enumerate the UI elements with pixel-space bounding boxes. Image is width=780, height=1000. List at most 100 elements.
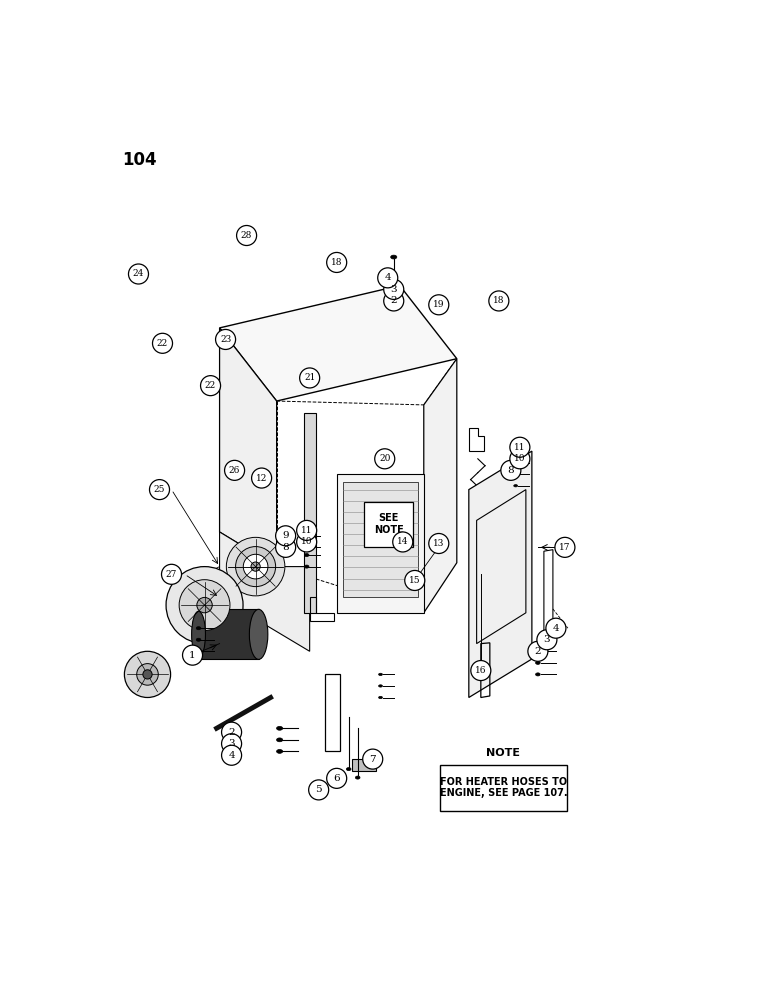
Text: 3: 3 <box>391 285 397 294</box>
Ellipse shape <box>536 661 541 664</box>
Circle shape <box>555 537 575 557</box>
Ellipse shape <box>356 776 360 779</box>
FancyBboxPatch shape <box>364 502 413 547</box>
Circle shape <box>384 291 404 311</box>
Text: 10: 10 <box>301 537 313 546</box>
Polygon shape <box>337 474 424 613</box>
Ellipse shape <box>514 461 518 464</box>
Circle shape <box>222 745 242 765</box>
Ellipse shape <box>514 485 518 487</box>
Text: 104: 104 <box>122 151 158 169</box>
Polygon shape <box>469 451 532 698</box>
Circle shape <box>243 554 268 579</box>
Ellipse shape <box>391 255 397 259</box>
Text: 16: 16 <box>475 666 487 675</box>
Text: 18: 18 <box>331 258 342 267</box>
Circle shape <box>429 533 448 554</box>
Text: 27: 27 <box>166 570 177 579</box>
Text: 25: 25 <box>154 485 165 494</box>
Circle shape <box>528 641 548 661</box>
Text: 24: 24 <box>133 269 144 278</box>
Ellipse shape <box>250 609 268 659</box>
Circle shape <box>161 564 182 584</box>
Text: 9: 9 <box>282 531 289 540</box>
Circle shape <box>225 460 245 480</box>
Text: 20: 20 <box>379 454 391 463</box>
Circle shape <box>501 460 521 480</box>
Text: 3: 3 <box>544 635 550 644</box>
Ellipse shape <box>304 534 309 537</box>
Text: NOTE: NOTE <box>487 748 520 758</box>
Circle shape <box>183 645 203 665</box>
Text: 2: 2 <box>534 647 541 656</box>
Text: 5: 5 <box>315 785 322 794</box>
Circle shape <box>489 291 509 311</box>
Polygon shape <box>199 609 259 659</box>
Circle shape <box>327 768 346 788</box>
Ellipse shape <box>197 627 201 630</box>
Polygon shape <box>424 359 457 613</box>
Text: 7: 7 <box>370 755 376 764</box>
Text: 3: 3 <box>229 739 235 748</box>
Circle shape <box>363 749 383 769</box>
Circle shape <box>166 567 243 644</box>
Ellipse shape <box>277 738 282 742</box>
Text: 12: 12 <box>256 474 268 483</box>
Polygon shape <box>220 328 277 567</box>
Text: 22: 22 <box>205 381 216 390</box>
Circle shape <box>405 570 425 590</box>
Ellipse shape <box>378 696 382 699</box>
Text: 6: 6 <box>333 774 340 783</box>
Circle shape <box>179 580 230 631</box>
Ellipse shape <box>304 546 309 549</box>
Text: 15: 15 <box>409 576 420 585</box>
Text: 18: 18 <box>493 296 505 305</box>
Ellipse shape <box>192 611 205 657</box>
Circle shape <box>275 537 296 557</box>
Circle shape <box>236 547 275 587</box>
Ellipse shape <box>277 749 282 753</box>
Circle shape <box>510 449 530 469</box>
Circle shape <box>546 618 566 638</box>
Circle shape <box>197 597 212 613</box>
Circle shape <box>226 537 285 596</box>
Text: 13: 13 <box>433 539 445 548</box>
Polygon shape <box>352 759 376 771</box>
Text: 11: 11 <box>514 443 526 452</box>
Ellipse shape <box>277 726 282 730</box>
Text: FOR HEATER HOSES TO
ENGINE, SEE PAGE 107.: FOR HEATER HOSES TO ENGINE, SEE PAGE 107… <box>440 777 567 798</box>
Text: 19: 19 <box>433 300 445 309</box>
Text: 4: 4 <box>229 751 235 760</box>
Text: 4: 4 <box>552 624 559 633</box>
Text: 4: 4 <box>385 273 391 282</box>
Text: 21: 21 <box>304 373 315 382</box>
Circle shape <box>296 532 317 552</box>
Text: 2: 2 <box>229 728 235 737</box>
Circle shape <box>300 368 320 388</box>
Circle shape <box>374 449 395 469</box>
Text: 8: 8 <box>282 543 289 552</box>
Circle shape <box>471 661 491 681</box>
Text: 8: 8 <box>508 466 514 475</box>
Circle shape <box>200 376 221 396</box>
Ellipse shape <box>536 650 541 653</box>
Ellipse shape <box>514 473 518 475</box>
Text: 23: 23 <box>220 335 231 344</box>
Text: 26: 26 <box>229 466 240 475</box>
Circle shape <box>510 437 530 457</box>
Ellipse shape <box>346 768 351 771</box>
Circle shape <box>309 780 328 800</box>
Ellipse shape <box>378 685 382 687</box>
Text: 10: 10 <box>514 454 526 463</box>
Ellipse shape <box>304 565 309 568</box>
Text: 17: 17 <box>559 543 571 552</box>
Circle shape <box>222 722 242 742</box>
Circle shape <box>393 532 413 552</box>
FancyBboxPatch shape <box>440 765 566 811</box>
Circle shape <box>378 268 398 288</box>
Polygon shape <box>342 482 418 597</box>
Circle shape <box>537 630 557 650</box>
Circle shape <box>124 651 171 698</box>
Circle shape <box>327 252 346 272</box>
Text: SEE
NOTE: SEE NOTE <box>374 513 403 535</box>
